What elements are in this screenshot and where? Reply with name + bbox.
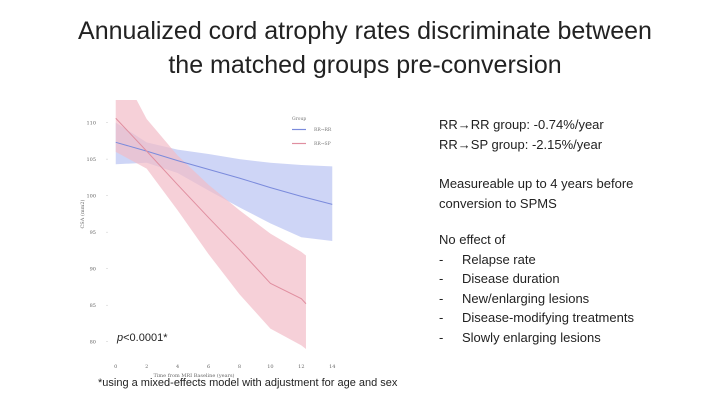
- chart-svg: 80 85 90 95 100 105 110 0 2 4 6 8 10 12 14 Time from MR…: [79, 100, 335, 379]
- no-effect-item-relapse-rate: Relapse rate: [439, 250, 634, 270]
- no-effect-list: Relapse rate Disease duration New/enlarg…: [439, 250, 634, 348]
- x-tick-label: 14: [329, 364, 335, 370]
- slide-title: Annualized cord atrophy rates discrimina…: [40, 14, 690, 82]
- p-value-italic-p: p: [117, 332, 124, 344]
- x-tick-label: 6: [207, 364, 210, 370]
- footnote: *using a mixed-effects model with adjust…: [98, 377, 398, 389]
- atrophy-chart: 80 85 90 95 100 105 110 0 2 4 6 8 10 12 14 Time from MR…: [78, 100, 368, 385]
- no-effect-heading: No effect of: [439, 232, 506, 247]
- ci-band-rr-sp: [115, 100, 306, 350]
- y-tick-label: 110: [86, 120, 96, 126]
- rate-rr-rr: RR→RR group: -0.74%/year: [439, 117, 604, 132]
- y-tick-label: 85: [90, 303, 96, 309]
- legend-title: Group: [292, 116, 306, 122]
- y-tick-label: 90: [90, 266, 96, 272]
- legend-label-rr-rr: RR→RR: [314, 127, 332, 133]
- x-tick-label: 10: [267, 364, 273, 370]
- x-tick-label: 2: [145, 364, 148, 370]
- x-tick-label: 0: [114, 364, 117, 370]
- x-tick-label: 12: [298, 364, 304, 370]
- y-axis-label: CSA (mm2): [79, 199, 86, 228]
- p-value-number: <0.0001*: [123, 332, 168, 344]
- slide-title-line-2: the matched groups pre-conversion: [168, 51, 562, 79]
- y-tick-label: 100: [86, 193, 96, 199]
- no-effect-item-new-lesions: New/enlarging lesions: [439, 289, 634, 309]
- no-effect-block: No effect of Relapse rate Disease durati…: [439, 230, 634, 347]
- no-effect-item-disease-duration: Disease duration: [439, 269, 634, 289]
- no-effect-item-slowly-enlarging: Slowly enlarging lesions: [439, 328, 634, 348]
- rate-rr-sp: RR→SP group: -2.15%/year: [439, 137, 603, 152]
- p-value-label: p<0.0001*: [117, 332, 167, 344]
- series-line-rr-rr: [115, 141, 333, 205]
- y-tick-label: 105: [86, 157, 96, 163]
- slide-title-line-1: Annualized cord atrophy rates discrimina…: [78, 17, 652, 45]
- x-tick-label: 8: [238, 364, 241, 370]
- y-tick-label: 95: [90, 230, 96, 236]
- legend-label-rr-sp: RR→SP: [314, 141, 331, 147]
- series-line-rr-sp: [115, 117, 307, 305]
- no-effect-item-dmt: Disease-modifying treatments: [439, 308, 634, 328]
- rates-block: RR→RR group: -0.74%/year RR→SP group: -2…: [439, 115, 604, 155]
- measureable-text: Measureable up to 4 years before convers…: [439, 176, 634, 211]
- x-tick-label: 4: [176, 364, 179, 370]
- y-tick-label: 80: [90, 339, 96, 345]
- x-axis-label: Time from MRI Baseline (years): [153, 372, 234, 379]
